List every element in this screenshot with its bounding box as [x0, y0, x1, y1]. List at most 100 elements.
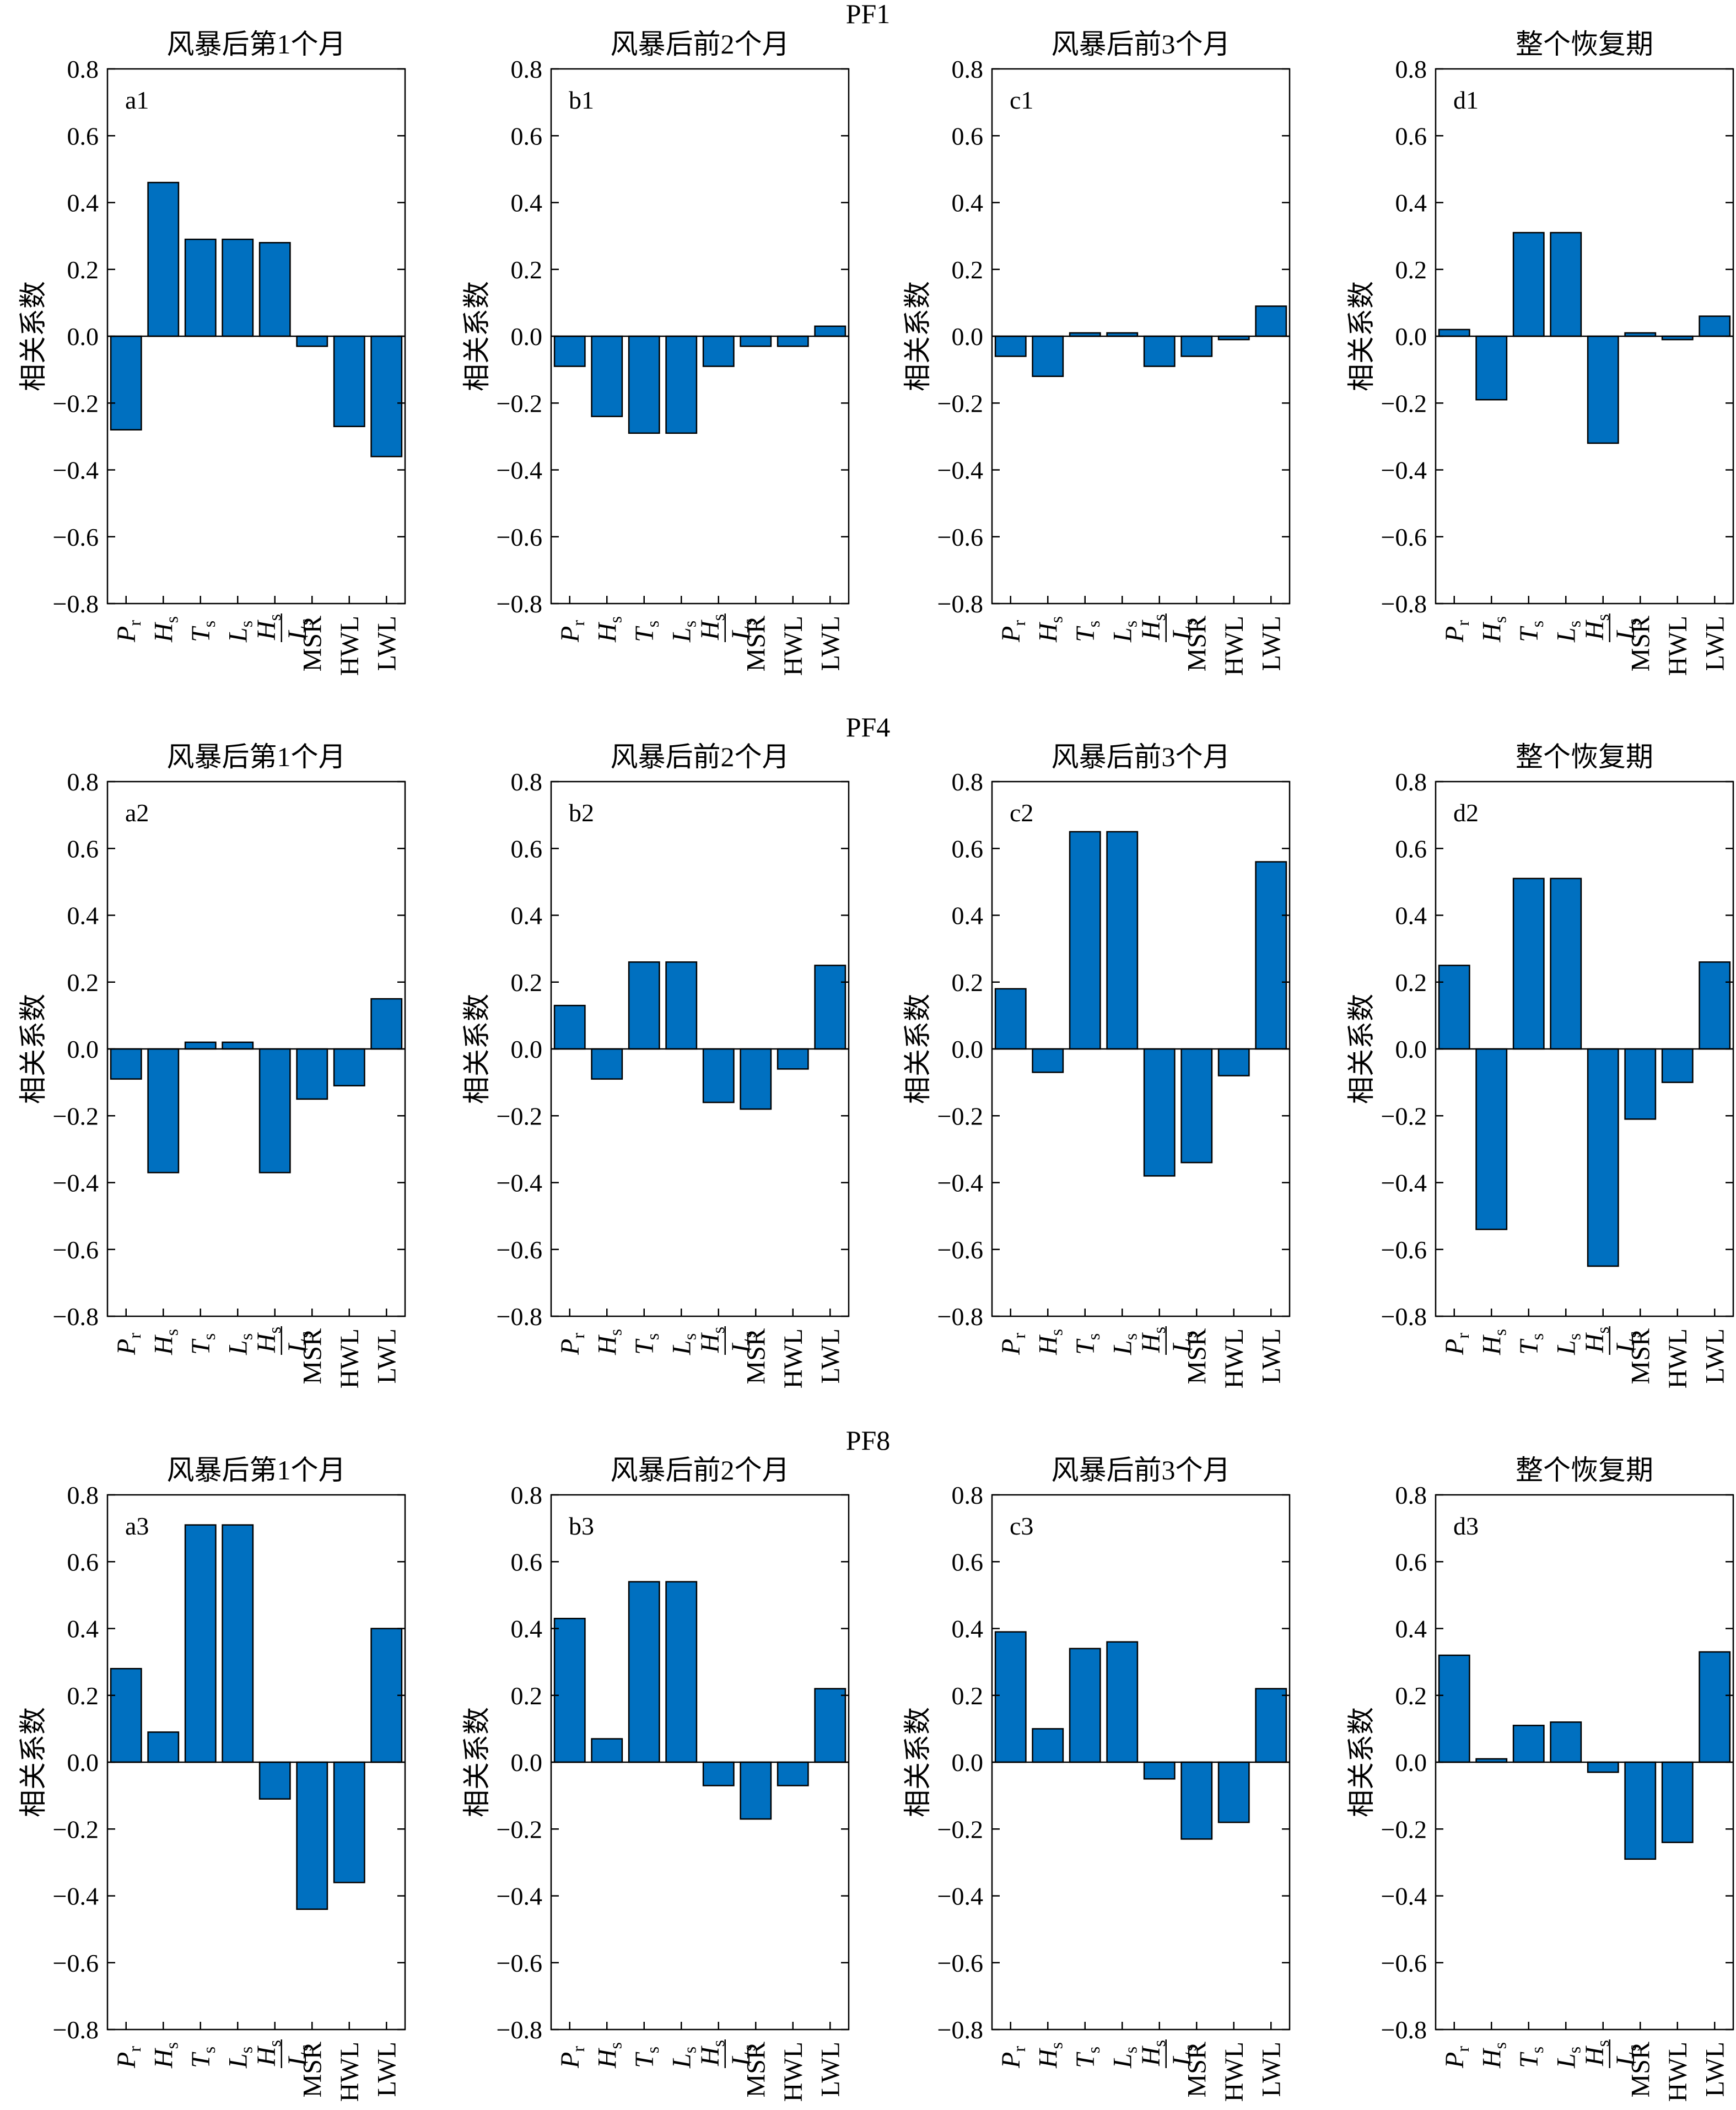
svg-text:Ts: Ts	[630, 621, 662, 642]
bar	[1512, 1725, 1545, 1763]
x-tick-label: Ts	[1071, 2047, 1103, 2068]
bar	[147, 1731, 180, 1763]
x-tick-label: Pr	[996, 2046, 1029, 2069]
x-tick-label: HWL	[1663, 616, 1692, 676]
x-tick-label: LWL	[1257, 2042, 1286, 2097]
y-tick-label: −0.6	[497, 1949, 542, 1977]
svg-text:LWL: LWL	[372, 2042, 401, 2097]
x-tick-label: Pr	[1440, 620, 1473, 643]
y-tick-label: −0.8	[497, 1302, 542, 1331]
svg-text:Hs: Hs	[1136, 614, 1169, 640]
panel-b2: 风暴后前2个月 −0.8 −0.6 −0.4 −0.2 0.0 0.2 0.4 0.6 0.8 相关…	[461, 741, 850, 1388]
y-tick-label: 0.8	[67, 1481, 99, 1509]
y-tick-label: 0.8	[1395, 768, 1427, 796]
y-tick-label: 0.2	[1395, 256, 1427, 284]
bar	[258, 1761, 291, 1800]
bar	[1143, 1048, 1176, 1177]
y-tick-label: 0.6	[67, 835, 99, 863]
x-tick-label: MSR	[298, 616, 327, 671]
svg-text:Hs: Hs	[1580, 614, 1613, 640]
svg-text:Pr: Pr	[1440, 1333, 1473, 1355]
svg-text:Hs: Hs	[1136, 1327, 1169, 1353]
y-tick-label: −0.8	[937, 2016, 983, 2044]
y-tick-label: 0.8	[1395, 55, 1427, 83]
y-tick-label: 0.4	[1395, 1615, 1427, 1643]
bar	[1699, 1651, 1731, 1763]
bar	[553, 1004, 586, 1050]
bar	[553, 1618, 586, 1763]
y-tick-label: −0.4	[937, 456, 983, 485]
y-tick-label: 0.8	[67, 768, 99, 796]
y-tick-label: −0.4	[937, 1882, 983, 1910]
y-tick-label: 0.8	[952, 55, 984, 83]
y-tick-label: 0.4	[952, 902, 984, 930]
y-tick-label: −0.4	[497, 1169, 542, 1197]
y-axis-label: 相关系数	[1346, 281, 1377, 391]
svg-text:HWL: HWL	[1663, 1328, 1692, 1388]
bar	[591, 335, 623, 417]
bar	[110, 335, 142, 430]
bar	[1587, 1761, 1619, 1773]
svg-text:Ls: Ls	[1551, 2047, 1584, 2069]
x-tick-label: Ls	[1108, 621, 1140, 643]
svg-text:LWL: LWL	[1257, 616, 1286, 671]
x-tick-label: Ls	[223, 1333, 256, 1355]
y-tick-label: −0.8	[53, 1302, 99, 1331]
x-tick-label: Ls	[667, 2047, 699, 2069]
svg-text:Hs: Hs	[592, 1329, 625, 1355]
x-tick-label: Pr	[112, 2046, 144, 2069]
y-tick-label: 0.2	[511, 1682, 543, 1710]
svg-text:MSR: MSR	[1182, 2042, 1211, 2097]
svg-text:Pr: Pr	[1440, 2046, 1473, 2069]
x-tick-label: Hs	[1477, 616, 1509, 643]
x-tick-label: HWL	[335, 1328, 364, 1388]
bar	[370, 335, 403, 457]
svg-text:Ts: Ts	[1514, 621, 1547, 642]
y-tick-label: 0.6	[1395, 1548, 1427, 1576]
panel-c1: 风暴后前3个月 −0.8 −0.6 −0.4 −0.2 0.0 0.2 0.4 0.6 0.8 相关…	[902, 29, 1291, 676]
panel-title: 风暴后前3个月	[1052, 29, 1231, 60]
bar	[777, 335, 809, 347]
y-tick-label: −0.8	[497, 2016, 542, 2044]
x-tick-label: LWL	[816, 616, 845, 671]
y-tick-label: 0.2	[67, 256, 99, 284]
panel-label: d3	[1453, 1512, 1479, 1540]
x-tick-label: Ts	[630, 2047, 662, 2068]
y-tick-label: 0.2	[952, 1682, 984, 1710]
x-tick-label: Ls	[223, 621, 256, 643]
panel-label: a2	[125, 799, 149, 827]
bar	[591, 1738, 623, 1763]
bar	[296, 335, 328, 347]
svg-text:HWL: HWL	[779, 2042, 808, 2102]
x-tick-label: Hs	[1033, 616, 1066, 643]
y-tick-label: −0.8	[497, 590, 542, 618]
svg-text:Ls: Ls	[1611, 618, 1643, 640]
y-tick-label: 0.0	[67, 322, 99, 351]
bar	[333, 1048, 365, 1086]
y-tick-label: −0.6	[937, 1949, 983, 1977]
svg-text:LWL: LWL	[1700, 1328, 1729, 1384]
y-tick-label: 0.8	[1395, 1481, 1427, 1509]
panel-title: 风暴后第1个月	[167, 29, 346, 60]
y-tick-label: −0.4	[1381, 1882, 1427, 1910]
bar	[740, 1048, 772, 1110]
bar	[814, 325, 847, 337]
x-tick-label: Hs	[149, 616, 181, 643]
svg-text:LWL: LWL	[1700, 2042, 1729, 2097]
bar	[665, 335, 698, 434]
bar	[370, 1628, 403, 1763]
y-tick-label: −0.4	[53, 1169, 99, 1197]
bar	[147, 181, 180, 337]
y-tick-label: 0.6	[67, 1548, 99, 1576]
svg-text:HWL: HWL	[779, 1328, 808, 1388]
y-tick-label: 0.0	[952, 1035, 984, 1063]
x-tick-label: Ls	[223, 2047, 256, 2069]
x-tick-label: Pr	[556, 620, 588, 643]
bar	[147, 1048, 180, 1174]
bar	[1550, 878, 1582, 1050]
bar	[1624, 1761, 1657, 1860]
svg-text:HWL: HWL	[1220, 616, 1249, 676]
